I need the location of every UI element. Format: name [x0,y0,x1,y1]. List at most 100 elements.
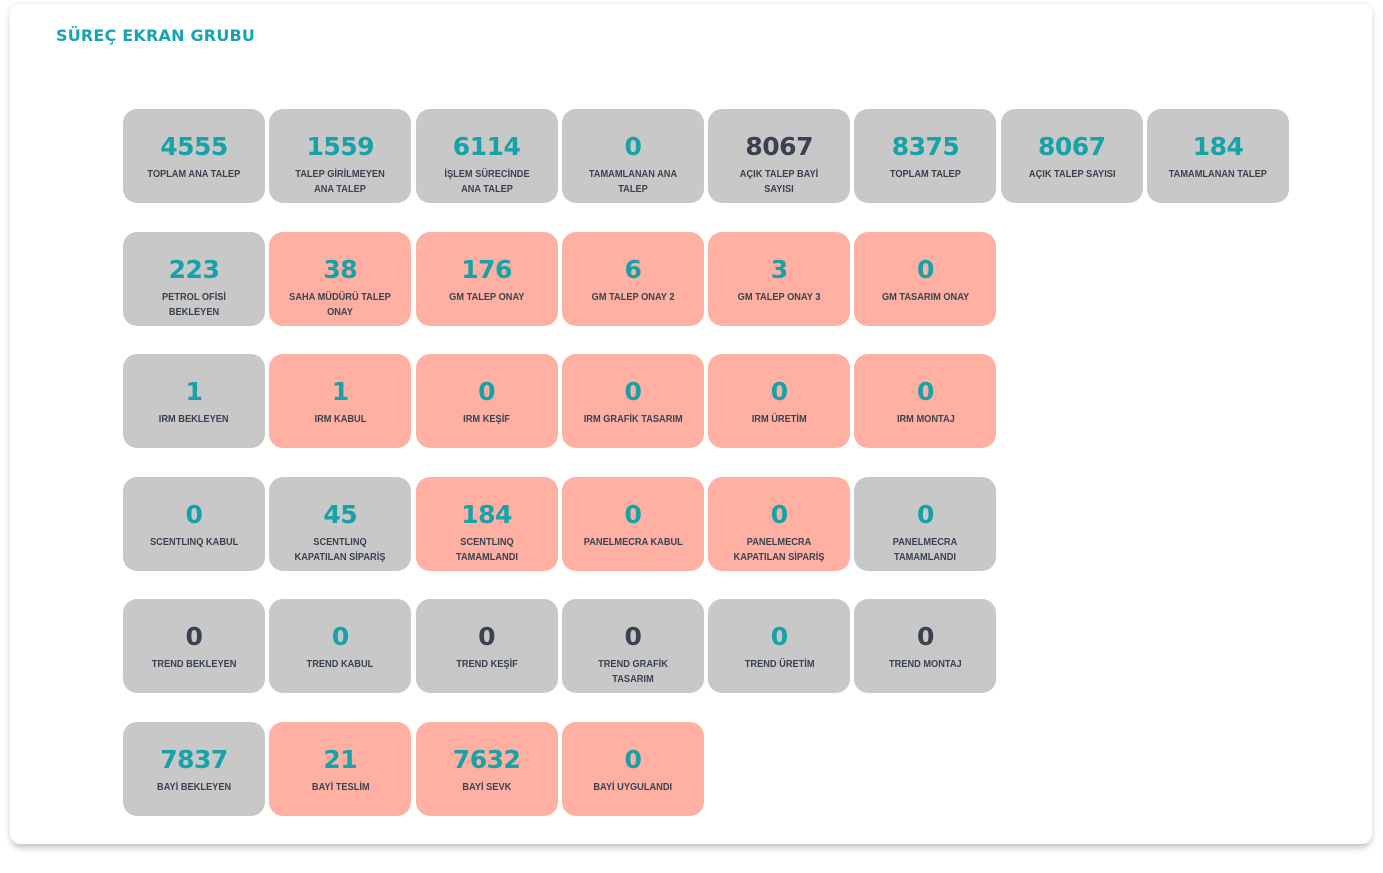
status-card[interactable]: 0 TREND KEŞİF [415,599,558,693]
card-label: BAYİ SEVK [462,780,512,793]
card-row: 0 SCENTLINQ KABUL 45 SCENTLINQ KAPATILAN Sİ… [123,476,1293,573]
status-card[interactable]: 0 BAYİ UYGULANDI [561,721,704,816]
card-label: TALEP GİRİLMEYEN ANA TALEP [295,168,386,195]
card-value: 0 [770,622,788,651]
card-label: IRM KABUL [314,413,367,425]
card-value: 1 [331,377,349,406]
card-value: 6114 [452,132,521,161]
card-value: 0 [478,622,496,651]
card-value: 8375 [891,132,960,161]
card-label: BAYİ TESLİM [311,780,370,793]
card-row: 1 IRM BEKLEYEN 1 IRM KABUL 0 IRM KEŞİF 0 IRM GR… [123,354,1293,450]
card-label: TREND MONTAJ [889,658,962,670]
card-value: 0 [624,744,642,774]
card-value: 0 [624,377,642,406]
card-label: İŞLEM SÜRECİNDE ANA TALEP [443,168,530,195]
card-value: 0 [917,377,934,406]
card-value: 0 [917,499,934,529]
status-card[interactable]: 0 IRM MONTAJ [854,354,997,448]
card-label: SAHA MÜDÜRÜ TALEP ONAY [289,290,392,318]
status-card[interactable]: 8067 AÇIK TALEP BAYİ SAYISI [708,109,851,203]
status-card[interactable]: 0 TAMAMLANAN ANA TALEP [561,109,704,203]
status-card[interactable]: 1 IRM KABUL [269,354,412,448]
status-card[interactable]: 0 PANELMECRA KABUL [561,476,704,571]
status-card[interactable]: 8067 AÇIK TALEP SAYISI [1000,109,1143,203]
card-label: GM TALEP ONAY 3 [737,290,821,303]
card-value: 0 [917,622,934,651]
status-card[interactable]: 1 IRM BEKLEYEN [123,354,265,448]
status-card[interactable]: 45 SCENTLINQ KAPATILAN SİPARİŞ [269,476,412,571]
card-value: 7632 [452,744,521,774]
card-label: PETROL OFİSİ BEKLEYEN [161,290,226,318]
card-label: IRM KEŞİF [463,413,510,425]
card-label: IRM BEKLEYEN [159,413,229,425]
card-row: 7837 BAYİ BEKLEYEN 21 BAYİ TESLİM 7632 BAYİ S… [123,721,1293,818]
status-card[interactable]: 0 PANELMECRA TAMAMLANDI [854,476,997,571]
process-screen-panel: SÜREÇ EKRAN GRUBU 4555 TOPLAM ANA TALEP 15… [10,4,1372,844]
card-label: AÇIK TALEP BAYİ SAYISI [739,168,819,195]
card-value: 0 [624,499,642,529]
status-card[interactable]: 0 TREND MONTAJ [854,599,997,693]
status-card[interactable]: 6 GM TALEP ONAY 2 [561,231,704,326]
card-value: 1559 [306,132,375,161]
card-label: TREND ÜRETİM [744,658,815,670]
card-value: 0 [185,499,203,529]
status-card[interactable]: 184 SCENTLINQ TAMAMLANDI [415,476,558,571]
card-value: 0 [624,622,642,651]
card-value: 0 [185,622,203,651]
status-card[interactable]: 1559 TALEP GİRİLMEYEN ANA TALEP [269,109,412,203]
card-row: 4555 TOPLAM ANA TALEP 1559 TALEP GİRİLMEYEN… [123,109,1293,205]
card-label: AÇIK TALEP SAYISI [1028,168,1116,180]
status-card[interactable]: 223 PETROL OFİSİ BEKLEYEN [123,231,265,326]
status-card[interactable]: 0 IRM GRAFİK TASARIM [561,354,704,448]
card-label: GM TASARIM ONAY [881,290,970,303]
status-card[interactable]: 38 SAHA MÜDÜRÜ TALEP ONAY [269,231,412,326]
card-value: 0 [331,622,349,651]
card-label: GM TALEP ONAY [448,290,525,303]
card-label: SCENTLINQ KAPATILAN SİPARİŞ [294,535,386,563]
card-label: TOPLAM TALEP [889,168,961,180]
card-value: 0 [770,377,788,406]
status-card[interactable]: 7632 BAYİ SEVK [415,721,558,816]
status-card[interactable]: 0 PANELMECRA KAPATILAN SİPARİŞ [708,476,851,571]
status-card[interactable]: 0 TREND BEKLEYEN [123,599,265,693]
status-card[interactable]: 0 SCENTLINQ KABUL [123,476,265,571]
status-card[interactable]: 8375 TOPLAM TALEP [854,109,997,203]
status-card[interactable]: 0 TREND KABUL [269,599,412,693]
status-card[interactable]: 0 TREND GRAFİK TASARIM [561,599,704,693]
status-card-grid: 4555 TOPLAM ANA TALEP 1559 TALEP GİRİLMEYEN… [123,109,1293,844]
card-label: BAYİ UYGULANDI [593,780,673,793]
status-card[interactable]: 7837 BAYİ BEKLEYEN [123,721,265,816]
status-card[interactable]: 0 IRM KEŞİF [415,354,558,448]
card-value: 8067 [745,132,813,161]
status-card[interactable]: 184 TAMAMLANAN TALEP [1147,109,1290,203]
card-value: 223 [168,254,220,284]
status-card[interactable]: 3 GM TALEP ONAY 3 [708,231,851,326]
card-value: 21 [323,744,358,774]
card-value: 7837 [160,744,228,774]
status-card[interactable]: 0 TREND ÜRETİM [708,599,851,693]
card-label: TAMAMLANAN TALEP [1168,168,1268,180]
card-value: 0 [917,254,934,284]
card-label: TAMAMLANAN ANA TALEP [588,168,678,195]
status-card[interactable]: 21 BAYİ TESLİM [269,721,412,816]
status-card[interactable]: 6114 İŞLEM SÜRECİNDE ANA TALEP [415,109,558,203]
card-value: 176 [461,254,512,284]
card-label: PANELMECRA KAPATILAN SİPARİŞ [733,535,825,563]
status-card[interactable]: 0 GM TASARIM ONAY [854,231,997,326]
card-row: 0 TREND BEKLEYEN 0 TREND KABUL 0 TREND KEŞİF 0… [123,599,1293,695]
card-value: 184 [1192,132,1244,161]
card-value: 6 [624,254,642,284]
card-label: IRM MONTAJ [896,413,955,425]
status-card[interactable]: 0 IRM ÜRETİM [708,354,851,448]
status-card[interactable]: 176 GM TALEP ONAY [415,231,558,326]
card-label: TREND KABUL [306,658,374,670]
card-value: 0 [478,377,496,406]
card-label: PANELMECRA TAMAMLANDI [893,535,958,563]
card-value: 184 [461,499,512,529]
card-value: 1 [185,377,203,406]
card-label: IRM GRAFİK TASARIM [583,413,683,425]
card-label: BAYİ BEKLEYEN [156,780,232,793]
status-card[interactable]: 4555 TOPLAM ANA TALEP [123,109,265,203]
card-value: 38 [323,254,358,284]
